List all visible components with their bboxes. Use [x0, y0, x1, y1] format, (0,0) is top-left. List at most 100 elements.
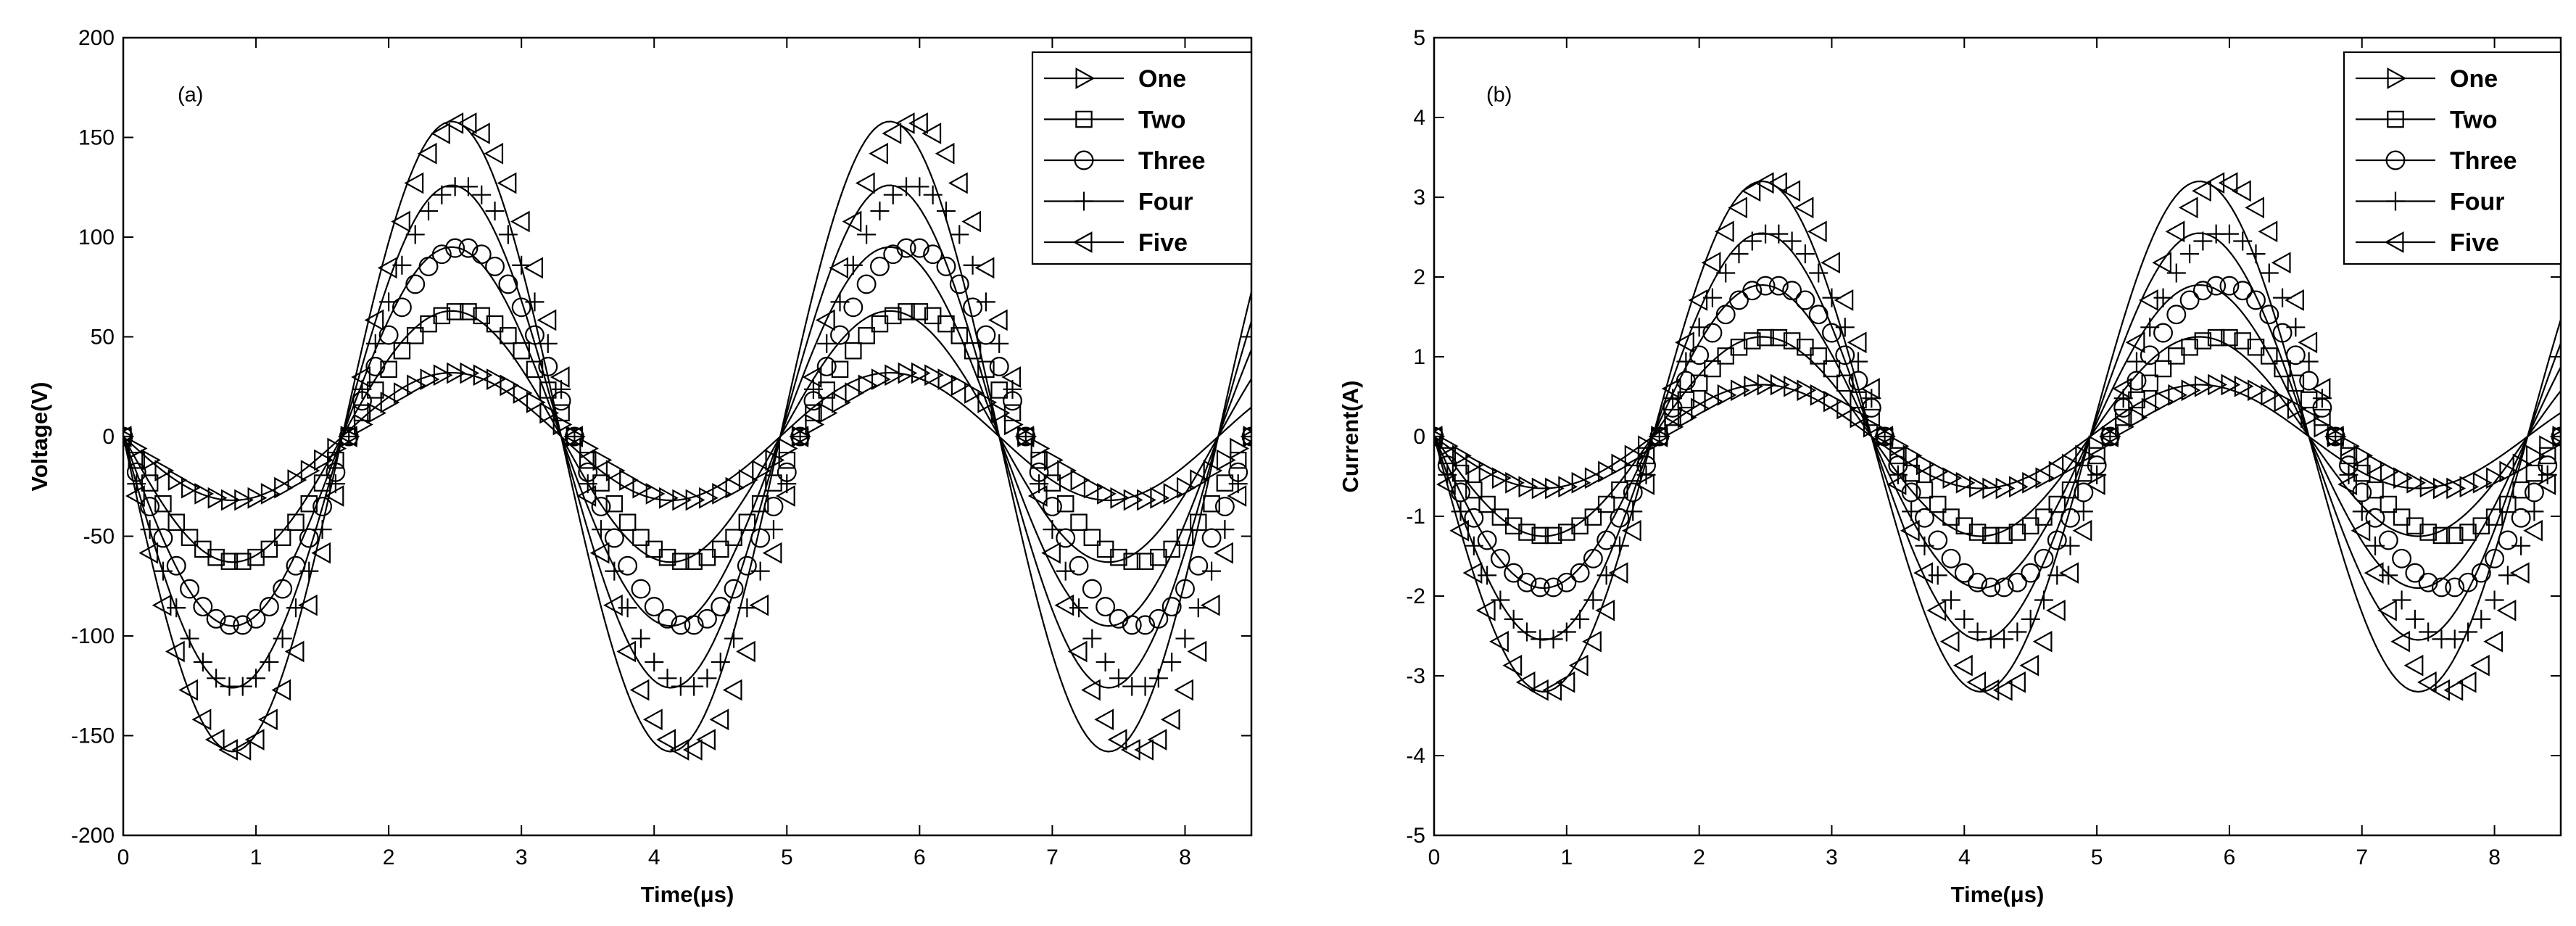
data-point-four [2445, 629, 2464, 649]
data-point-one [2300, 406, 2320, 429]
data-point-two [1797, 339, 1814, 356]
y-tick-label: 0 [102, 425, 115, 449]
data-point-four [1491, 590, 1510, 610]
y-tick-label: -100 [71, 624, 115, 648]
data-point-three [816, 357, 837, 376]
data-point-five [749, 594, 769, 616]
data-point-three [1914, 508, 1934, 528]
data-point-two [1110, 548, 1127, 566]
data-point-one [2181, 379, 2201, 402]
data-point-three [1928, 530, 1948, 550]
data-point-one [898, 362, 918, 384]
data-point-four [883, 185, 903, 204]
data-point-four [2180, 244, 2200, 264]
data-point-three [2445, 577, 2465, 598]
data-point-two [937, 315, 955, 333]
series-two [123, 303, 1251, 570]
data-point-three [312, 497, 333, 516]
data-point-four [1056, 561, 1075, 581]
legend-marker-triangle-right [1075, 67, 1096, 89]
data-point-two [1176, 529, 1194, 546]
data-point-five [1992, 679, 2013, 701]
data-point-three [737, 555, 757, 576]
data-point-three [684, 615, 704, 635]
data-point-four [1995, 629, 2014, 649]
data-point-four [1188, 598, 1208, 618]
x-tick-label: 8 [2488, 846, 2501, 869]
data-point-four [910, 177, 929, 197]
data-point-three [1517, 572, 1537, 592]
data-point-five [351, 366, 371, 388]
data-point-four [1517, 622, 1536, 642]
legend-marker-circle [2385, 150, 2406, 170]
data-point-five [2059, 562, 2079, 584]
data-point-four [2008, 622, 2027, 642]
data-point-two [1123, 553, 1141, 570]
data-point-one [1097, 483, 1117, 505]
data-point-three [392, 297, 412, 318]
y-tick-label: -200 [71, 824, 115, 848]
data-point-two [658, 548, 676, 566]
data-point-one [698, 487, 718, 509]
data-point-four [273, 629, 292, 648]
data-point-three [843, 297, 864, 318]
data-point-one [194, 483, 215, 505]
legend-marker-square [1075, 110, 1093, 128]
data-point-one [407, 374, 426, 397]
data-point-five [2046, 599, 2066, 621]
data-point-five [178, 679, 199, 701]
data-point-three [1557, 572, 1577, 592]
data-point-three [2365, 508, 2385, 528]
data-point-three [1755, 276, 1776, 296]
data-point-five [1873, 426, 1894, 447]
data-point-three [1623, 482, 1643, 503]
y-axis-label: Voltage(V) [27, 382, 52, 492]
data-point-four [2459, 622, 2478, 642]
data-point-two [1083, 529, 1101, 546]
data-point-three [2232, 281, 2253, 301]
data-point-five [1807, 220, 1827, 243]
data-point-five [1041, 542, 1061, 564]
x-tick-label: 6 [914, 846, 926, 869]
series-one [1434, 373, 2561, 500]
data-point-five [1939, 630, 1960, 653]
data-point-four [2299, 352, 2319, 371]
data-point-one [1730, 379, 1750, 402]
x-tick-label: 3 [515, 846, 528, 869]
data-point-one [752, 460, 771, 481]
data-point-two [1163, 540, 1180, 558]
data-point-one [937, 368, 958, 390]
y-tick-label: 1 [1413, 345, 1425, 369]
data-point-two [751, 495, 769, 513]
y-tick-label: 150 [78, 126, 115, 150]
data-point-four [365, 334, 385, 353]
data-point-one [460, 362, 480, 384]
data-point-five [444, 112, 464, 134]
data-point-five [616, 640, 637, 663]
data-point-five [457, 112, 477, 134]
data-point-four [976, 292, 995, 312]
data-point-three [1477, 530, 1497, 550]
y-tick-label: 5 [1413, 26, 1425, 50]
data-point-one [181, 476, 201, 499]
data-point-three [1504, 563, 1524, 583]
data-point-one [314, 449, 334, 471]
data-point-five [1847, 331, 1867, 354]
data-point-five [550, 366, 570, 388]
y-tick-label: -1 [1406, 505, 1425, 529]
data-point-five [762, 542, 782, 564]
data-point-three [206, 608, 226, 629]
data-point-one [2208, 373, 2227, 396]
legend-marker-circle [1074, 150, 1094, 170]
data-point-four [2392, 590, 2411, 610]
data-point-three [591, 497, 611, 516]
data-point-one [738, 469, 758, 491]
data-point-one [1717, 384, 1737, 406]
data-point-five [1528, 679, 1549, 701]
data-point-one [1571, 471, 1591, 494]
data-point-five [125, 485, 145, 507]
data-point-five [165, 640, 185, 663]
data-point-two [1783, 332, 1801, 350]
data-point-two [1216, 474, 1234, 492]
data-point-two [911, 303, 929, 321]
